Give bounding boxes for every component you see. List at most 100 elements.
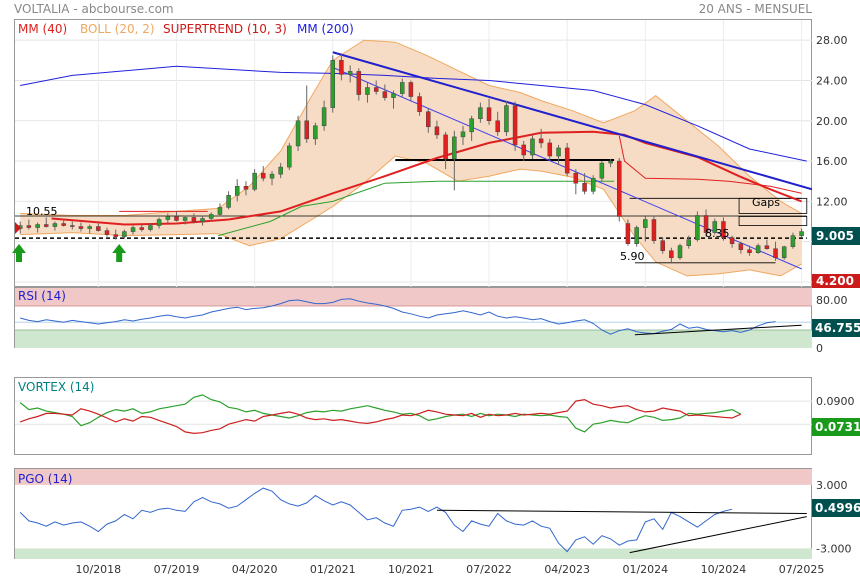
candle	[347, 65, 353, 83]
gap-boxes	[738, 197, 808, 226]
candle	[217, 203, 223, 217]
candle-body	[122, 231, 127, 237]
candle-body	[373, 87, 379, 92]
candle	[695, 211, 700, 242]
candle-body	[530, 138, 535, 156]
candle	[573, 169, 579, 195]
rsi-title: RSI (14)	[18, 289, 66, 303]
candle-body	[564, 147, 570, 174]
candle	[122, 229, 127, 239]
candle-body	[287, 145, 292, 168]
candle-body	[781, 246, 787, 259]
candle	[677, 243, 683, 260]
candle-body	[660, 240, 665, 251]
candle	[703, 209, 709, 237]
annotation-10-55: 10.55	[26, 205, 58, 218]
candle	[408, 80, 414, 101]
price-current-value: 9.005	[816, 229, 854, 243]
vortex-y-tick-label: 0.0900	[816, 395, 855, 408]
candle-body	[434, 126, 440, 136]
candle	[234, 179, 240, 202]
candle-body	[243, 185, 249, 190]
candle-body	[269, 173, 275, 179]
candle-body	[686, 239, 692, 246]
candle-body	[703, 215, 709, 233]
candle-body	[512, 105, 518, 146]
x-axis: 10/2018 07/2019 04/2020 01/2021 10/2021 07/20…	[75, 563, 824, 576]
annotation-gaps: Gaps	[752, 196, 780, 209]
candle	[391, 90, 396, 109]
candle	[564, 142, 570, 177]
candle-body	[321, 107, 327, 127]
candle-body	[191, 217, 197, 222]
candle	[200, 215, 205, 226]
candle-body	[538, 138, 544, 144]
legend-supertrend: SUPERTREND (10, 3)	[163, 22, 287, 36]
candle-body	[408, 82, 414, 97]
candle	[252, 169, 257, 192]
pgo-y-tick-label: 3.000	[816, 479, 848, 492]
sell-marker-icon	[15, 222, 21, 234]
candle	[799, 228, 804, 238]
candle	[538, 128, 544, 148]
pgo-lower-zone	[15, 548, 812, 559]
candle-body	[521, 144, 526, 156]
candle	[130, 225, 136, 235]
candle	[712, 218, 718, 235]
candle-body	[35, 224, 40, 228]
candle-body	[104, 230, 110, 235]
rsi-overbought-zone	[15, 288, 812, 306]
candle	[26, 219, 32, 230]
legend-boll: BOLL (20, 2)	[80, 22, 155, 36]
pgo-line	[19, 487, 733, 553]
candle	[70, 221, 75, 230]
rsi-current-badge: 46.755	[812, 319, 860, 337]
candle-body	[356, 71, 362, 95]
candle-body	[226, 195, 231, 208]
candle-body	[96, 226, 101, 231]
pgo-y-tick-label: -3.000	[816, 542, 851, 555]
candle	[660, 237, 665, 254]
legend-mm40: MM (40)	[18, 22, 67, 36]
candle	[339, 53, 344, 81]
candle-body	[617, 160, 622, 217]
candle-body	[486, 107, 492, 122]
rsi-y-tick-label: 80.00	[816, 294, 848, 307]
candle	[261, 166, 266, 182]
x-tick-label: 10/2021	[388, 563, 434, 576]
candle-body	[582, 182, 587, 192]
candle	[729, 235, 735, 248]
x-tick-label: 07/2025	[779, 563, 825, 576]
candle	[599, 161, 605, 182]
candle	[617, 158, 622, 222]
candle-body	[573, 172, 579, 184]
candle-body	[495, 120, 500, 133]
candle-body	[695, 215, 700, 240]
x-tick-label: 07/2022	[466, 563, 512, 576]
candle	[651, 215, 657, 244]
candle-body	[365, 87, 370, 95]
x-tick-label: 04/2020	[232, 563, 278, 576]
candle	[452, 130, 457, 191]
chart-source-title: VOLTALIA - abcbourse.com	[14, 2, 174, 16]
candle	[356, 68, 362, 101]
candle-body	[773, 248, 778, 259]
pgo-current-value: 0.4996	[815, 501, 860, 515]
candle	[304, 85, 309, 143]
candle-body	[478, 107, 483, 119]
candle-body	[399, 82, 405, 94]
candle	[96, 223, 101, 232]
vortex-minus-line	[19, 398, 742, 435]
candle-body	[52, 223, 58, 227]
candle-body	[643, 219, 648, 228]
candle	[104, 227, 110, 237]
candle-body	[165, 216, 171, 220]
candle	[773, 241, 778, 261]
candle	[330, 55, 336, 113]
pgo-panel: PGO (14) 3.000 -3.000 0.4996	[14, 468, 860, 559]
legend-mm200: MM (200)	[297, 22, 354, 36]
candle-body	[252, 172, 257, 190]
signal-arrows	[12, 222, 127, 262]
candle-body	[70, 225, 75, 227]
price-panel: 10.55 8.35 5.90 Gaps MM (40) BOLL (20, 2…	[12, 19, 860, 559]
